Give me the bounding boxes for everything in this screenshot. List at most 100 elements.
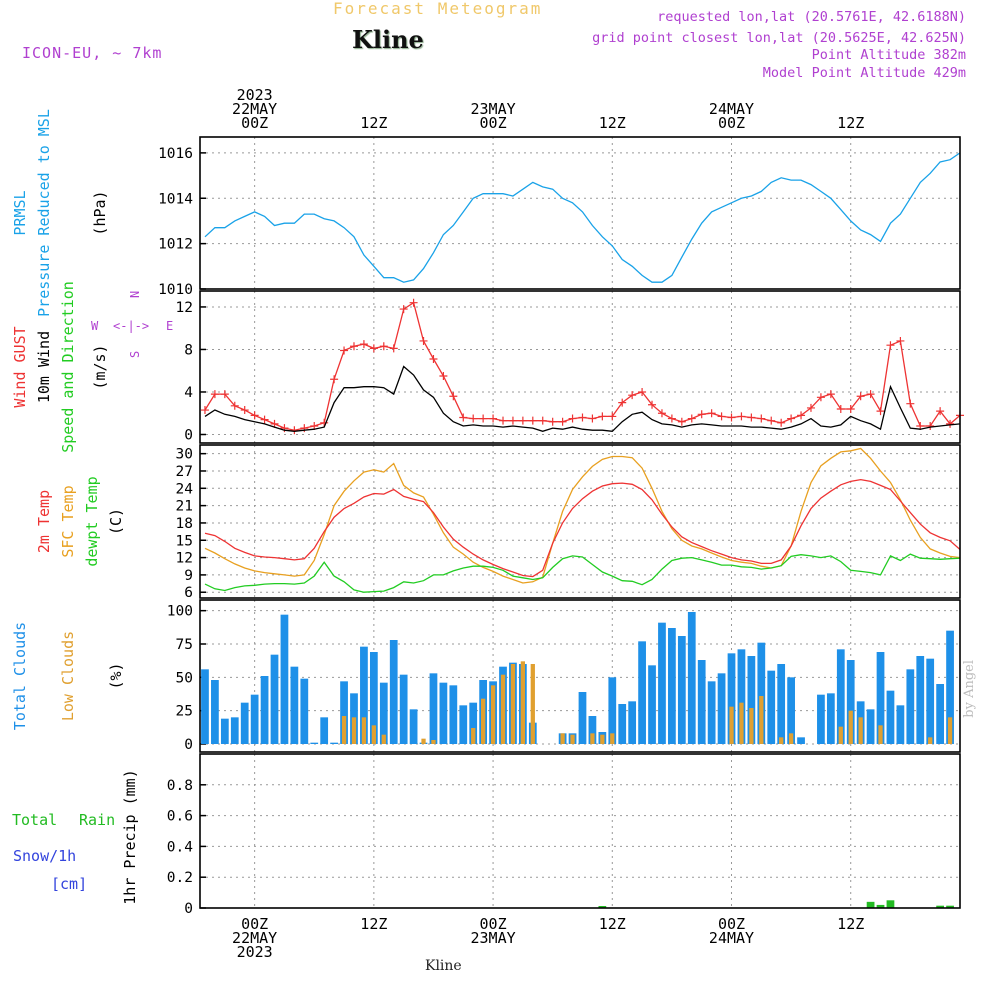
wind-gust-marker bbox=[489, 414, 498, 423]
cloud-bar-total bbox=[886, 690, 895, 744]
temperature-axis-label-1: SFC Temp bbox=[59, 485, 77, 557]
precip-bar-rain bbox=[936, 905, 945, 908]
temperature-axis-label-3: (C) bbox=[107, 508, 125, 535]
bottom-time-label: 2023 bbox=[237, 943, 273, 961]
wind-gust-marker bbox=[846, 404, 855, 413]
pressure-series-0-line bbox=[204, 152, 961, 283]
bottom-time-label: 23MAY bbox=[470, 929, 515, 947]
wind-gust-marker bbox=[340, 346, 349, 355]
cloud-bar-total bbox=[588, 716, 597, 744]
precip-label-total: Total bbox=[12, 811, 57, 829]
cloud-bar-low bbox=[361, 717, 367, 744]
cloud-bar-low bbox=[351, 717, 357, 744]
temperature-series-2-line bbox=[204, 553, 961, 593]
wind-gust-marker bbox=[419, 336, 428, 345]
temperature-series-1-line bbox=[204, 478, 961, 578]
wind-gust-marker bbox=[379, 342, 388, 351]
wind-gust-marker bbox=[598, 412, 607, 421]
cloud-bar-total bbox=[270, 654, 279, 744]
temperature-ytick-label: 9 bbox=[184, 568, 193, 584]
cloud-bar-total bbox=[747, 656, 756, 744]
cloud-bar-total bbox=[240, 702, 249, 744]
cloud-bar-low bbox=[570, 734, 575, 744]
cloud-bar-total bbox=[230, 717, 239, 744]
clouds-ytick-label: 25 bbox=[176, 704, 193, 720]
cloud-bar-total bbox=[677, 636, 686, 744]
pressure-ytick-label: 1012 bbox=[158, 237, 193, 253]
temperature-axis-label-0: 2m Temp bbox=[35, 490, 53, 553]
wind-axis-label-1: 10m Wind bbox=[35, 331, 53, 403]
wind-gust-marker bbox=[220, 390, 229, 399]
precip-bar-rain bbox=[886, 900, 895, 908]
top-time-label: 00Z bbox=[718, 114, 745, 132]
cloud-bar-total bbox=[896, 705, 905, 744]
wind-gust-marker bbox=[687, 414, 696, 423]
grid-point-coords: grid point closest lon,lat (20.5625E, 42… bbox=[592, 30, 966, 46]
wind-series-0-line bbox=[204, 301, 961, 431]
wind-panel-frame bbox=[199, 290, 961, 444]
cloud-bar-total bbox=[608, 677, 617, 744]
wind-gust-marker bbox=[896, 336, 905, 345]
wind-gust-marker bbox=[449, 392, 458, 401]
wind-gust-marker bbox=[568, 414, 577, 423]
compass-w: W bbox=[91, 319, 99, 333]
wind-gust-marker bbox=[518, 416, 527, 425]
wind-gust-marker bbox=[359, 340, 368, 349]
wind-gust-marker bbox=[737, 412, 746, 421]
clouds-ytick-label: 100 bbox=[167, 604, 193, 620]
wind-gust-marker bbox=[578, 413, 587, 422]
clouds-axis-label-1: Low Clouds bbox=[59, 631, 77, 721]
cloud-bar-low bbox=[878, 725, 883, 744]
wind-gust-marker bbox=[648, 400, 657, 409]
wind-gust-marker bbox=[657, 409, 666, 418]
wind-axis-label-3: (m/s) bbox=[91, 344, 109, 389]
precip-ytick-label: 0.8 bbox=[167, 778, 193, 794]
cloud-bar-total bbox=[250, 694, 259, 744]
cloud-bar-total bbox=[916, 656, 925, 744]
wind-gust-marker bbox=[747, 413, 756, 422]
precip-panel-frame bbox=[199, 753, 961, 909]
top-time-label: 12Z bbox=[599, 114, 626, 132]
clouds-ytick-label: 75 bbox=[176, 637, 193, 653]
wind-gust-marker bbox=[508, 416, 517, 425]
cloud-bar-low bbox=[749, 708, 754, 744]
wind-gust-marker bbox=[369, 344, 378, 353]
cloud-bar-total bbox=[290, 666, 299, 744]
cloud-bar-total bbox=[717, 673, 726, 744]
wind-gust-marker bbox=[618, 398, 627, 407]
compass-e: E bbox=[166, 319, 173, 333]
wind-gust-marker bbox=[240, 406, 249, 415]
temperature-ytick-label: 18 bbox=[176, 516, 193, 532]
wind-gust-marker bbox=[767, 416, 776, 425]
wind-gust-marker bbox=[876, 407, 885, 416]
cloud-bar-total bbox=[330, 742, 338, 744]
cloud-bar-low bbox=[729, 706, 734, 744]
top-time-label: 23MAY bbox=[470, 100, 515, 118]
cloud-bar-low bbox=[371, 725, 376, 744]
clouds-axis-label-2: (%) bbox=[107, 662, 125, 689]
temperature-ytick-label: 24 bbox=[176, 481, 194, 497]
wind-gust-marker bbox=[826, 390, 835, 399]
precip-ytick-label: 0.2 bbox=[167, 870, 193, 886]
compass-s: S bbox=[128, 351, 142, 358]
precip-bar-rain bbox=[946, 905, 954, 908]
chart-title: Forecast Meteogram bbox=[333, 0, 543, 18]
cloud-bar-low bbox=[759, 696, 764, 744]
cloud-bar-total bbox=[449, 685, 458, 744]
compass-arrows: <-|-> bbox=[113, 319, 149, 333]
cloud-bar-total bbox=[340, 681, 348, 744]
cloud-bar-total bbox=[817, 694, 825, 744]
clouds-axis-label-0: Total Clouds bbox=[11, 622, 29, 730]
cloud-bar-low bbox=[610, 733, 615, 744]
bottom-time-label: 24MAY bbox=[709, 929, 754, 947]
temperature-series-0-line bbox=[204, 447, 961, 584]
compass-n: N bbox=[128, 291, 142, 298]
precip-ytick-label: 0 bbox=[184, 901, 193, 917]
wind-gust-marker bbox=[608, 412, 617, 421]
bottom-time-label: 00Z bbox=[241, 915, 268, 933]
pressure-axis-label-1: Pressure Reduced to MSL bbox=[35, 109, 53, 317]
pressure-panel-frame bbox=[199, 136, 961, 290]
cloud-bar-low bbox=[530, 664, 535, 744]
temperature-ytick-label: 12 bbox=[176, 551, 193, 567]
